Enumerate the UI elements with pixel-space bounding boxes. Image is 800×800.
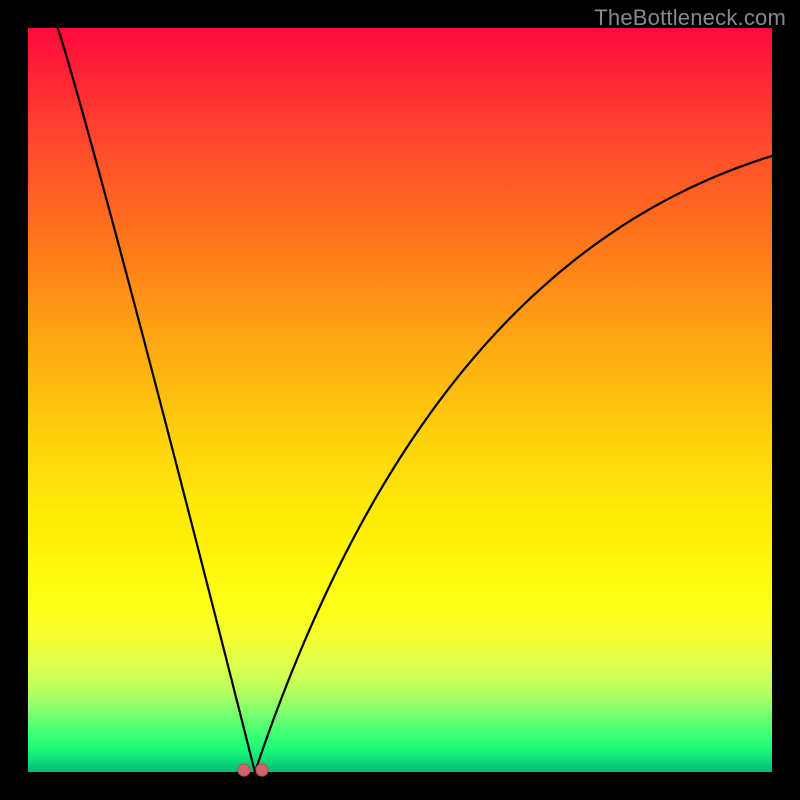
bottleneck-curve [28, 28, 772, 772]
watermark-text: TheBottleneck.com [594, 5, 786, 31]
vertex-marker [255, 763, 268, 776]
vertex-marker [237, 763, 250, 776]
plot-area [28, 28, 772, 772]
